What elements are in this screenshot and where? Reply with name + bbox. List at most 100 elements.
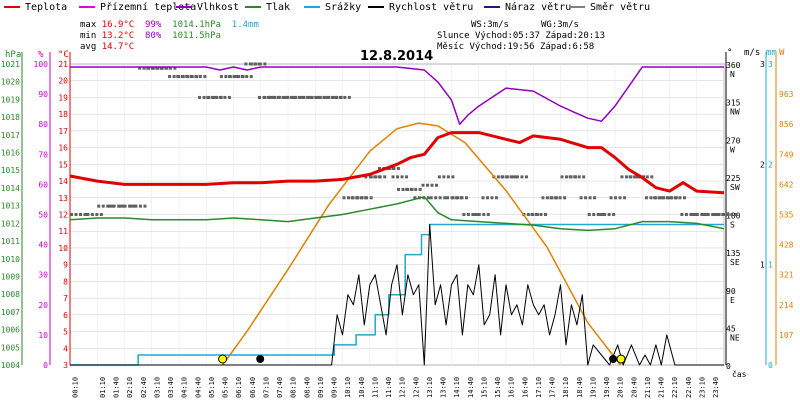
dir-compass-label: NW — [730, 108, 740, 117]
x-tick-label: 06:40 — [249, 377, 257, 398]
dir-compass-label: SW — [730, 183, 740, 192]
wind-direction-point — [514, 175, 518, 179]
wind-direction-point — [593, 196, 597, 200]
wind-direction-point — [466, 213, 470, 216]
wind-direction-point — [377, 167, 381, 171]
x-tick-label: 11:40 — [385, 377, 393, 398]
wind-direction-point — [263, 95, 267, 99]
wind-direction-point — [240, 75, 244, 79]
wind-direction-point — [421, 183, 425, 187]
dir-tick-label: 0 — [726, 362, 731, 371]
dir-tick-label: 135 — [726, 249, 741, 258]
temp-tick-label: 14 — [58, 177, 68, 186]
sun-marker — [218, 354, 228, 364]
wind-direction-point — [121, 204, 125, 208]
stats-min-row: min 13.2°C 80% 1011.5hPa — [80, 31, 221, 41]
wm2-tick-label: 428 — [779, 241, 794, 250]
x-tick-label: 20:10 — [617, 377, 625, 398]
sun-marker — [616, 354, 626, 364]
legend-label: Vlhkost — [197, 2, 240, 13]
series-teplota — [69, 131, 725, 195]
x-tick-label: 21:10 — [644, 377, 652, 398]
x-tick-label: 08:10 — [290, 377, 298, 398]
max-humidity: 99% — [145, 20, 162, 30]
x-tick-label: 01:10 — [99, 377, 107, 398]
x-tick-label: 03:10 — [153, 377, 161, 398]
wind-direction-point — [549, 196, 553, 200]
dir-tick-label: 180 — [726, 212, 741, 221]
pct-tick-label: 20 — [38, 301, 48, 310]
legend-swatch — [4, 6, 20, 8]
x-tick-label: 18:40 — [576, 377, 584, 398]
wind-direction-point — [350, 196, 354, 200]
wind-direction-point — [684, 213, 688, 216]
x-tick-label: 17:40 — [549, 377, 557, 398]
wind-direction-point — [263, 62, 267, 66]
wind-direction-point — [680, 213, 684, 216]
wind-direction-point — [456, 196, 459, 200]
wind-direction-point — [511, 175, 515, 179]
x-tick-label: 07:10 — [262, 377, 270, 398]
wind-direction-point — [397, 187, 400, 191]
wind-direction-point — [429, 196, 433, 200]
wind-direction-point — [101, 204, 105, 208]
wind-direction-point — [218, 95, 222, 99]
wind-direction-point — [119, 204, 123, 208]
wind-direction-point — [700, 213, 704, 216]
wind-direction-point — [383, 175, 387, 179]
x-tick-label: 09:10 — [317, 377, 325, 398]
dir-tick-label: 45 — [726, 324, 736, 333]
wind-direction-point — [657, 196, 661, 200]
moon-label: Měsíc — [437, 42, 465, 52]
sunrise: Východ:05:37 — [474, 31, 540, 41]
stats-min-label: min — [80, 31, 97, 41]
wind-direction-point — [443, 196, 447, 200]
moon-row: Měsíc Východ:19:56 Západ:6:58 — [437, 42, 594, 52]
wind-direction-point — [539, 213, 543, 216]
wind-direction-point — [430, 183, 434, 187]
x-tick-label: 18:10 — [562, 377, 570, 398]
x-tick-label: 16:40 — [521, 377, 529, 398]
dir-tick-label: 90 — [726, 287, 736, 296]
grid — [69, 63, 725, 366]
wind-direction-point — [565, 175, 568, 179]
wind-direction-point — [598, 213, 602, 216]
legend-swatch — [569, 6, 585, 8]
wind-direction-point — [146, 66, 150, 70]
temp-tick-label: 18 — [58, 110, 68, 119]
wind-direction-point — [544, 213, 548, 216]
wind-direction-point — [86, 213, 90, 216]
wind-direction-series — [70, 62, 738, 216]
wind-direction-point — [273, 95, 277, 99]
legend-swatch — [79, 6, 95, 8]
x-tick-label: 14:10 — [453, 377, 461, 398]
wind-direction-point — [584, 196, 588, 200]
wind-direction-point — [481, 196, 485, 200]
temp-tick-label: 16 — [58, 144, 68, 153]
dir-compass-label: NE — [730, 333, 740, 342]
dir-tick-label: 225 — [726, 174, 741, 183]
wind-direction-point — [645, 175, 649, 179]
hpa-tick-label: 1007 — [1, 308, 20, 317]
wind-direction-point — [202, 95, 206, 99]
x-tick-label: 23:40 — [712, 377, 720, 398]
legend-label: Přízemní teplota — [100, 2, 197, 13]
wind-direction-point — [309, 95, 313, 99]
wind-direction-point — [206, 95, 210, 99]
wind-direction-point — [330, 95, 334, 99]
temp-tick-label: 7 — [63, 294, 68, 303]
wind-direction-point — [524, 175, 528, 179]
wind-direction-point — [129, 204, 133, 208]
pct-tick-label: 10 — [38, 331, 48, 340]
pct-tick-label: 80 — [38, 120, 48, 129]
wind-direction-point — [734, 213, 738, 216]
pct-tick-label: 100 — [34, 60, 49, 69]
x-tick-label: 23:10 — [698, 377, 706, 398]
pct-tick-label: 40 — [38, 241, 48, 250]
sun-label: Slunce — [437, 31, 470, 41]
wind-direction-point — [254, 62, 258, 66]
wind-direction-point — [563, 196, 567, 200]
chart-date: 12.8.2014 — [360, 49, 434, 64]
wind-direction-point — [396, 175, 400, 179]
wind-direction-point — [582, 175, 586, 179]
